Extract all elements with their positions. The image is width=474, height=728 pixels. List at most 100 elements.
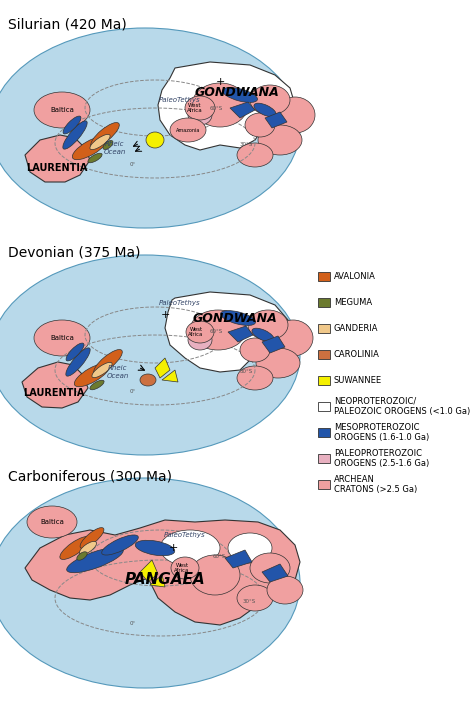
Ellipse shape xyxy=(258,125,302,155)
Ellipse shape xyxy=(223,87,257,103)
Text: West
Africa: West Africa xyxy=(187,103,203,114)
Ellipse shape xyxy=(91,122,119,148)
Text: AVALONIA: AVALONIA xyxy=(334,272,376,281)
Text: Devonian (375 Ma): Devonian (375 Ma) xyxy=(8,245,140,259)
Ellipse shape xyxy=(90,135,110,150)
Text: PaleoTethys: PaleoTethys xyxy=(159,300,201,306)
Text: Baltica: Baltica xyxy=(50,107,74,113)
Ellipse shape xyxy=(102,535,138,555)
Polygon shape xyxy=(140,560,158,582)
Ellipse shape xyxy=(73,136,108,159)
Polygon shape xyxy=(265,112,287,128)
Ellipse shape xyxy=(80,542,97,555)
Text: SUWANNEE: SUWANNEE xyxy=(334,376,382,385)
Text: Rheic
Ocean: Rheic Ocean xyxy=(104,141,126,154)
Ellipse shape xyxy=(146,132,164,148)
Polygon shape xyxy=(155,358,170,378)
Text: +: + xyxy=(160,310,170,320)
Text: Silurian (420 Ma): Silurian (420 Ma) xyxy=(8,18,127,32)
FancyBboxPatch shape xyxy=(318,454,330,463)
Ellipse shape xyxy=(248,310,288,340)
Ellipse shape xyxy=(190,555,240,595)
FancyBboxPatch shape xyxy=(318,402,330,411)
Ellipse shape xyxy=(254,103,276,116)
Polygon shape xyxy=(225,550,252,568)
Text: +: + xyxy=(168,543,178,553)
Ellipse shape xyxy=(237,366,273,390)
Ellipse shape xyxy=(77,552,87,561)
Ellipse shape xyxy=(171,557,199,579)
Text: 60°S: 60°S xyxy=(210,106,223,111)
Ellipse shape xyxy=(63,116,81,134)
Polygon shape xyxy=(262,564,288,582)
Ellipse shape xyxy=(0,478,300,688)
Ellipse shape xyxy=(188,330,212,350)
Text: CAROLINIA: CAROLINIA xyxy=(334,350,380,359)
Ellipse shape xyxy=(34,320,90,356)
Text: LAURENTIA: LAURENTIA xyxy=(27,163,88,173)
Text: GANDERIA: GANDERIA xyxy=(334,324,379,333)
Text: PaleoTethys: PaleoTethys xyxy=(164,532,206,538)
Polygon shape xyxy=(162,370,178,382)
Text: Carboniferous (300 Ma): Carboniferous (300 Ma) xyxy=(8,470,172,484)
Ellipse shape xyxy=(0,255,300,455)
Text: West
Africa: West Africa xyxy=(188,327,204,337)
Text: 60°S: 60°S xyxy=(210,329,223,334)
Ellipse shape xyxy=(245,113,275,137)
Text: 0°: 0° xyxy=(130,621,136,626)
Ellipse shape xyxy=(256,348,300,378)
Ellipse shape xyxy=(170,118,206,142)
Text: Amazonia: Amazonia xyxy=(176,127,200,132)
Polygon shape xyxy=(25,135,90,182)
Ellipse shape xyxy=(66,348,90,376)
Text: 0°: 0° xyxy=(130,162,136,167)
Ellipse shape xyxy=(275,97,315,133)
Ellipse shape xyxy=(185,96,215,120)
FancyBboxPatch shape xyxy=(318,480,330,489)
Ellipse shape xyxy=(74,363,109,387)
Polygon shape xyxy=(150,575,165,587)
Text: PANGAEA: PANGAEA xyxy=(125,572,205,587)
Text: 0°: 0° xyxy=(130,389,136,394)
Polygon shape xyxy=(230,102,255,118)
Text: PALEOPROTEROZOIC
OROGENS (2.5-1.6 Ga): PALEOPROTEROZOIC OROGENS (2.5-1.6 Ga) xyxy=(334,448,429,468)
Ellipse shape xyxy=(90,380,104,389)
Text: GONDWANA: GONDWANA xyxy=(192,312,277,325)
Ellipse shape xyxy=(188,105,212,125)
Polygon shape xyxy=(262,336,285,353)
Ellipse shape xyxy=(88,153,102,163)
Polygon shape xyxy=(165,292,288,372)
Text: LAURENTIA: LAURENTIA xyxy=(23,388,85,398)
Text: MESOPROTEROZOIC
OROGENS (1.6-1.0 Ga): MESOPROTEROZOIC OROGENS (1.6-1.0 Ga) xyxy=(334,423,429,442)
Ellipse shape xyxy=(190,310,246,350)
Text: 30°S: 30°S xyxy=(240,142,253,147)
Polygon shape xyxy=(25,520,300,625)
Ellipse shape xyxy=(135,540,175,555)
Ellipse shape xyxy=(237,585,273,611)
Ellipse shape xyxy=(220,311,255,325)
Ellipse shape xyxy=(66,343,84,361)
Ellipse shape xyxy=(92,363,112,378)
Ellipse shape xyxy=(250,85,290,115)
Ellipse shape xyxy=(160,530,220,566)
Ellipse shape xyxy=(252,328,274,342)
Text: West
Africa: West Africa xyxy=(174,563,190,574)
Text: ARCHEAN
CRATONS (>2.5 Ga): ARCHEAN CRATONS (>2.5 Ga) xyxy=(334,475,417,494)
FancyBboxPatch shape xyxy=(318,324,330,333)
Ellipse shape xyxy=(80,528,104,548)
Text: Baltica: Baltica xyxy=(40,519,64,525)
FancyBboxPatch shape xyxy=(318,272,330,281)
Ellipse shape xyxy=(0,28,300,228)
Ellipse shape xyxy=(34,92,90,128)
Ellipse shape xyxy=(192,83,248,127)
Ellipse shape xyxy=(60,537,90,559)
Ellipse shape xyxy=(237,143,273,167)
Text: 30°S: 30°S xyxy=(243,599,256,604)
Ellipse shape xyxy=(186,321,214,343)
Text: NEOPROTEROZOIC/
PALEOZOIC OROGENS (<1.0 Ga): NEOPROTEROZOIC/ PALEOZOIC OROGENS (<1.0 … xyxy=(334,397,470,416)
Ellipse shape xyxy=(63,121,87,149)
Text: MEGUMA: MEGUMA xyxy=(334,298,372,307)
Text: 30°S: 30°S xyxy=(240,369,253,374)
Ellipse shape xyxy=(67,547,123,573)
Text: 60°S: 60°S xyxy=(213,554,226,559)
